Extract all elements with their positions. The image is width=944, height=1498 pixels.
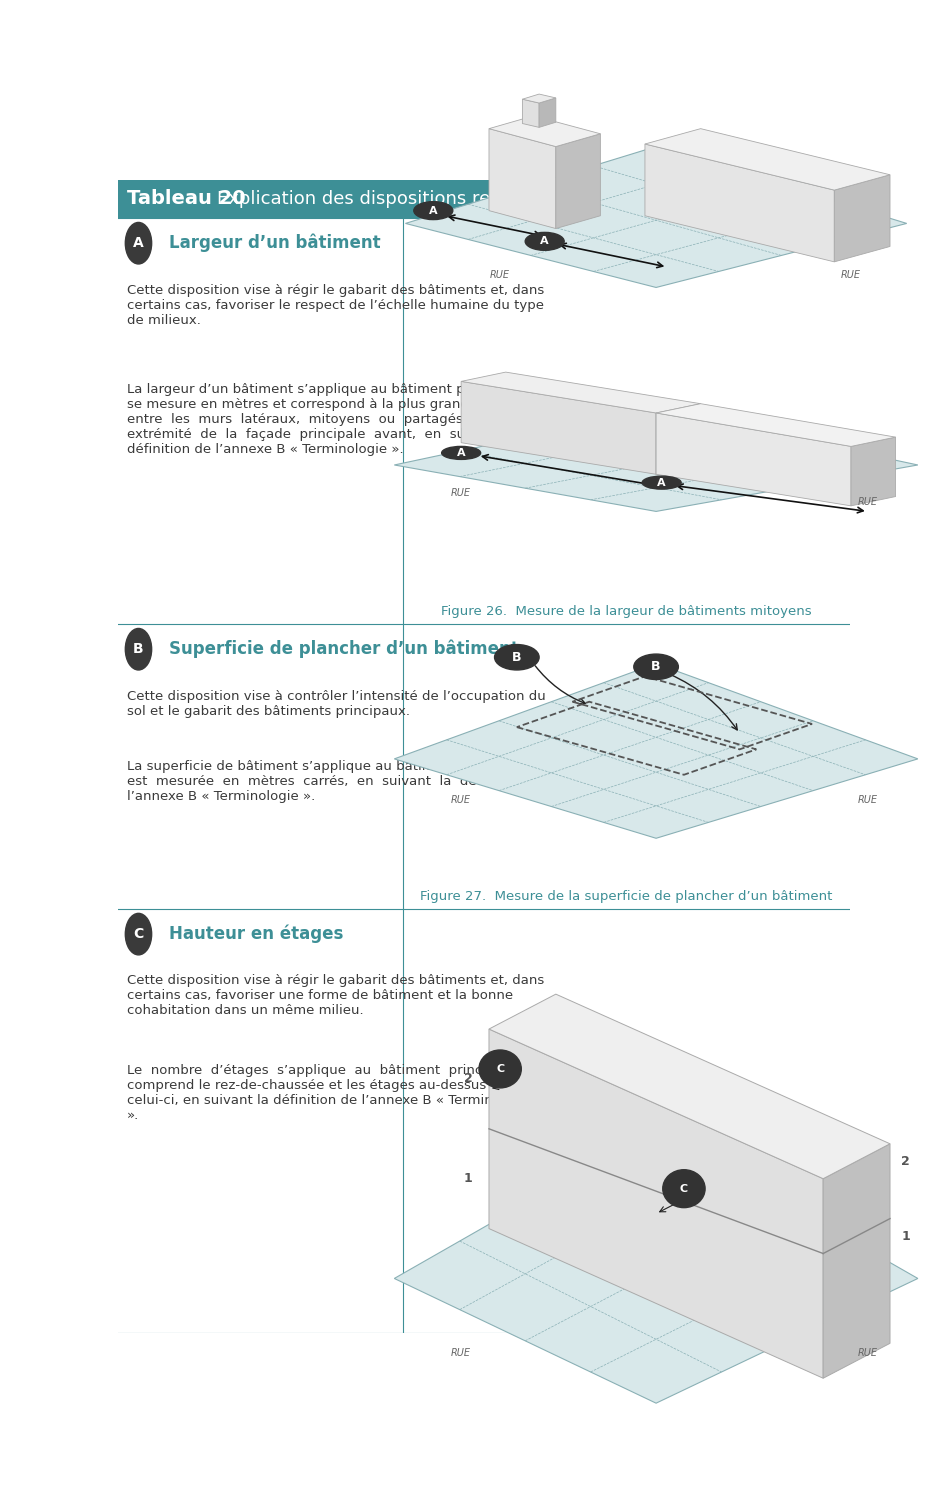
Text: La superficie de bâtiment s’applique au bâtiment principal et
est  mesurée  en  : La superficie de bâtiment s’applique au … <box>126 759 548 803</box>
Polygon shape <box>556 133 600 229</box>
Polygon shape <box>834 175 890 262</box>
Circle shape <box>442 446 480 460</box>
Text: Explication des dispositions relatives à un bâtiment: Explication des dispositions relatives à… <box>217 190 683 208</box>
Polygon shape <box>489 129 556 229</box>
Text: Le  nombre  d’étages  s’applique  au  bâtiment  principal  et
comprend le rez-de: Le nombre d’étages s’applique au bâtimen… <box>126 1065 533 1122</box>
Polygon shape <box>395 664 918 839</box>
Text: B: B <box>512 650 522 664</box>
Text: RUE: RUE <box>451 488 471 497</box>
Polygon shape <box>461 382 656 475</box>
Polygon shape <box>395 409 918 511</box>
Polygon shape <box>522 99 539 127</box>
Circle shape <box>479 1050 521 1088</box>
Polygon shape <box>539 97 556 127</box>
Text: C: C <box>680 1183 688 1194</box>
Text: 2: 2 <box>902 1155 910 1168</box>
Polygon shape <box>522 94 556 103</box>
Polygon shape <box>489 1029 823 1378</box>
Text: C: C <box>496 1064 504 1074</box>
Text: Figure 27.  Mesure de la superficie de plancher d’un bâtiment: Figure 27. Mesure de la superficie de pl… <box>420 890 833 903</box>
Polygon shape <box>851 437 896 506</box>
Polygon shape <box>656 413 851 506</box>
Circle shape <box>126 914 152 954</box>
Circle shape <box>126 222 152 264</box>
Text: Cette disposition vise à régir le gabarit des bâtiments et, dans
certains cas, f: Cette disposition vise à régir le gabari… <box>126 283 544 327</box>
Polygon shape <box>395 1129 918 1404</box>
Circle shape <box>495 644 539 670</box>
Text: Figure 26.  Mesure de la largeur de bâtiments mitoyens: Figure 26. Mesure de la largeur de bâtim… <box>441 605 812 619</box>
Text: A: A <box>657 478 666 488</box>
Text: Superficie de plancher d’un bâtiment: Superficie de plancher d’un bâtiment <box>169 640 519 659</box>
Text: 2: 2 <box>464 1073 472 1086</box>
Text: Tableau 20: Tableau 20 <box>126 189 245 208</box>
Text: RUE: RUE <box>858 497 878 508</box>
Polygon shape <box>461 372 700 413</box>
Text: RUE: RUE <box>858 795 878 804</box>
Text: RUE: RUE <box>841 270 861 280</box>
Polygon shape <box>645 144 834 262</box>
FancyBboxPatch shape <box>118 180 850 217</box>
Polygon shape <box>823 1144 890 1378</box>
Text: Cette disposition vise à régir le gabarit des bâtiments et, dans
certains cas, f: Cette disposition vise à régir le gabari… <box>126 975 544 1017</box>
Text: 1: 1 <box>902 1230 910 1242</box>
Text: A: A <box>540 237 549 246</box>
Text: A: A <box>133 237 143 250</box>
Text: 1: 1 <box>464 1173 472 1185</box>
Text: A: A <box>457 448 465 458</box>
Polygon shape <box>489 995 890 1179</box>
Text: Largeur d’un bâtiment: Largeur d’un bâtiment <box>169 234 380 253</box>
Polygon shape <box>656 403 700 475</box>
Circle shape <box>633 655 679 680</box>
Text: Figure 28.  Calcul du nombre d’étages: Figure 28. Calcul du nombre d’étages <box>499 1314 753 1327</box>
Text: Hauteur en étages: Hauteur en étages <box>169 924 344 944</box>
Text: RUE: RUE <box>490 270 510 280</box>
Circle shape <box>126 629 152 670</box>
Text: B: B <box>133 643 143 656</box>
Text: A: A <box>429 205 438 216</box>
Text: RUE: RUE <box>451 1348 471 1359</box>
Circle shape <box>663 1170 705 1207</box>
Polygon shape <box>406 147 906 288</box>
Text: RUE: RUE <box>451 795 471 804</box>
Text: C: C <box>133 927 143 941</box>
Circle shape <box>525 232 565 250</box>
Text: La largeur d’un bâtiment s’applique au bâtiment principal. Elle
se mesure en mèt: La largeur d’un bâtiment s’applique au b… <box>126 383 546 455</box>
Text: B: B <box>651 661 661 673</box>
Polygon shape <box>656 403 896 446</box>
Polygon shape <box>489 115 600 147</box>
Circle shape <box>413 202 453 220</box>
Polygon shape <box>645 129 890 190</box>
Circle shape <box>642 476 682 490</box>
Text: Figure 25.  Mesure de la largeur du bâtiment isolé: Figure 25. Mesure de la largeur du bâtim… <box>460 427 793 439</box>
Text: RUE: RUE <box>858 1348 878 1359</box>
Text: Cette disposition vise à contrôler l’intensité de l’occupation du
sol et le gaba: Cette disposition vise à contrôler l’int… <box>126 689 546 718</box>
